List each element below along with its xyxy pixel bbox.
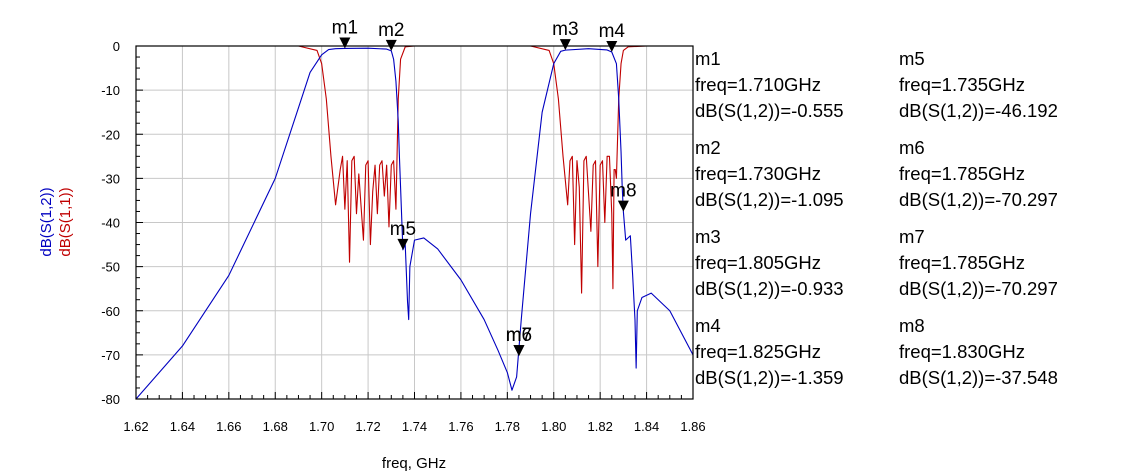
marker-m5-label: m5 — [390, 219, 416, 240]
readout-m1-name: m1 — [695, 48, 721, 69]
y-tick-label: -30 — [101, 171, 120, 186]
marker-readouts: m1 freq=1.710GHz dB(S(1,2))=-0.555 m5 freq=1… — [695, 48, 1058, 388]
y-tick-label: -20 — [101, 127, 120, 142]
marker-m1-triangle — [339, 37, 351, 49]
x-tick-label: 1.80 — [541, 419, 566, 434]
x-tick-label: 1.64 — [170, 419, 195, 434]
readout-m5-freq: freq=1.735GHz — [899, 74, 1025, 95]
y-tick-label: -40 — [101, 216, 120, 231]
tick-labels: 1.62 1.64 1.66 1.68 1.70 1.72 1.74 1.76 1.78 1.80… — [101, 39, 705, 434]
readout-m5-name: m5 — [899, 48, 925, 69]
readout-m7-value: dB(S(1,2))=-70.297 — [899, 278, 1058, 299]
y-tick-label: -70 — [101, 348, 120, 363]
readout-m6-freq: freq=1.785GHz — [899, 163, 1025, 184]
x-tick-label: 1.68 — [263, 419, 288, 434]
marker-m4-label: m4 — [599, 21, 626, 42]
readout-m6-value: dB(S(1,2))=-70.297 — [899, 189, 1058, 210]
marker-m8-label: m8 — [610, 181, 636, 202]
readout-m2-value: dB(S(1,2))=-1.095 — [695, 189, 844, 210]
readout-m4-value: dB(S(1,2))=-1.359 — [695, 367, 844, 388]
x-tick-label: 1.82 — [588, 419, 613, 434]
readout-m1-freq: freq=1.710GHz — [695, 74, 821, 95]
readout-m8-name: m8 — [899, 315, 925, 336]
marker-m3-label: m3 — [552, 19, 578, 40]
marker-m4-triangle — [606, 40, 618, 52]
marker-m3-triangle — [559, 39, 571, 51]
x-tick-label: 1.62 — [123, 419, 148, 434]
readout-m3-name: m3 — [695, 226, 721, 247]
readout-m1-value: dB(S(1,2))=-0.555 — [695, 100, 844, 121]
readout-m3-freq: freq=1.805GHz — [695, 252, 821, 273]
marker-m7-label: m7 — [506, 325, 532, 346]
y-tick-label: 0 — [113, 39, 120, 54]
y-axis-label-s12: dB(S(1,2)) — [38, 187, 55, 256]
marker-m2-triangle — [385, 39, 397, 51]
marker-m5-triangle — [397, 238, 409, 250]
readout-m3-value: dB(S(1,2))=-0.933 — [695, 278, 844, 299]
readout-m2-name: m2 — [695, 137, 721, 158]
marker-m2-label: m2 — [378, 20, 404, 41]
x-tick-label: 1.74 — [402, 419, 427, 434]
x-axis-label: freq, GHz — [382, 455, 446, 472]
x-tick-label: 1.86 — [680, 419, 705, 434]
x-tick-label: 1.78 — [495, 419, 520, 434]
readout-m6-name: m6 — [899, 137, 925, 158]
x-tick-label: 1.72 — [355, 419, 380, 434]
y-tick-label: -60 — [101, 304, 120, 319]
x-tick-label: 1.66 — [216, 419, 241, 434]
readout-m7-name: m7 — [899, 226, 925, 247]
series-line-db-s-1-2- — [135, 47, 694, 400]
x-tick-label: 1.70 — [309, 419, 334, 434]
readout-m8-freq: freq=1.830GHz — [899, 341, 1025, 362]
x-tick-label: 1.76 — [448, 419, 473, 434]
y-tick-label: -80 — [101, 392, 120, 407]
readout-m8-value: dB(S(1,2))=-37.548 — [899, 367, 1058, 388]
readout-m7-freq: freq=1.785GHz — [899, 252, 1025, 273]
readout-m2-freq: freq=1.730GHz — [695, 163, 821, 184]
marker-m1-label: m1 — [332, 17, 358, 38]
plot-frame — [135, 45, 694, 400]
marker-m7-triangle — [513, 345, 525, 357]
plot-border — [135, 45, 694, 400]
readout-m4-freq: freq=1.825GHz — [695, 341, 821, 362]
readout-m4-name: m4 — [695, 315, 721, 336]
y-tick-label: -50 — [101, 260, 120, 275]
readout-m5-value: dB(S(1,2))=-46.192 — [899, 100, 1058, 121]
y-tick-label: -10 — [101, 83, 120, 98]
y-axis-label-s11: dB(S(1,1)) — [57, 187, 74, 256]
marker-m8-triangle — [617, 200, 629, 212]
marker-m6-label: m6 — [506, 325, 532, 346]
x-tick-label: 1.84 — [634, 419, 659, 434]
